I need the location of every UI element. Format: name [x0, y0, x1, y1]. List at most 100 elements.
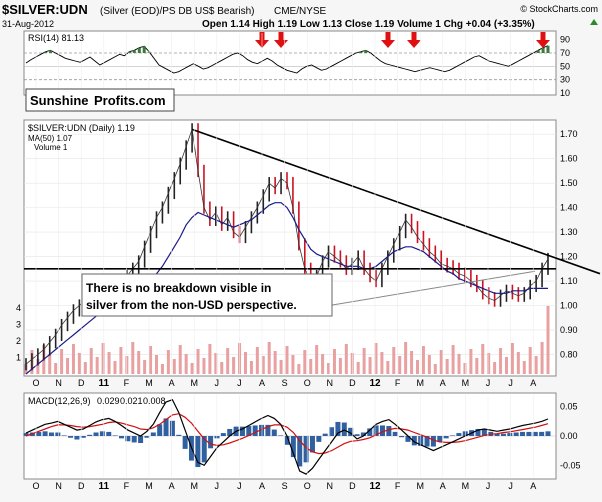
volume-tick-label: 2 [16, 336, 21, 346]
volume-bar [504, 357, 508, 374]
macd-histogram-bar [526, 431, 532, 436]
volume-bar [54, 363, 58, 374]
volume-bar [338, 358, 342, 374]
macd-histogram-bar [201, 436, 207, 463]
volume-bar [540, 342, 544, 374]
logo-part1: Sunshine [30, 93, 89, 108]
macd-histogram-bar [195, 436, 201, 468]
volume-bar [172, 359, 176, 374]
macd-histogram-bar [208, 436, 214, 449]
macd-histogram-bar [392, 431, 398, 436]
macd-histogram-bar [239, 426, 245, 436]
macd-histogram-bar [456, 433, 462, 436]
macd-histogram-bar [360, 432, 366, 436]
macd-histogram-bar [55, 432, 61, 436]
price-tick-label: 1.10 [560, 276, 578, 286]
volume-tick-label: 1 [16, 353, 21, 363]
macd-histogram-bar [278, 435, 284, 436]
price-tick-label: 1.40 [560, 203, 578, 213]
macd-histogram-bar [303, 436, 309, 463]
macd-histogram-bar [182, 436, 188, 449]
month-tick-label: M [462, 481, 470, 491]
volume-bar [279, 360, 283, 374]
month-tick-label: A [169, 378, 175, 388]
macd-histogram-bar [494, 433, 500, 436]
volume-bar [267, 342, 271, 374]
chart-exchange: CME/NYSE [274, 6, 327, 17]
volume-bar [155, 355, 158, 374]
month-tick-label: J [237, 481, 242, 491]
volume-bar [315, 345, 319, 374]
volume-bar [113, 361, 117, 374]
macd-histogram-bar [424, 436, 430, 447]
month-tick-label: F [124, 378, 130, 388]
macd-histogram-bar [227, 428, 233, 436]
volume-bar [439, 350, 443, 374]
macd-histogram-bar [532, 431, 538, 436]
rsi-tick-label: 30 [560, 75, 570, 85]
volume-bar [327, 363, 331, 374]
month-tick-label: F [395, 481, 401, 491]
month-tick-label: M [416, 481, 424, 491]
macd-histogram-bar [513, 432, 519, 436]
macd-histogram-bar [23, 433, 29, 436]
month-tick-label: O [304, 481, 311, 491]
volume-bar [36, 359, 40, 374]
rsi-tick-label: 90 [560, 35, 570, 45]
month-tick-label: D [349, 481, 356, 491]
month-tick-label: N [327, 378, 334, 388]
macd-histogram-bar [138, 436, 144, 444]
macd-histogram-bar [157, 424, 163, 436]
month-tick-label: J [486, 378, 491, 388]
macd-histogram-bar [341, 422, 347, 436]
month-tick-label: 11 [99, 378, 110, 389]
macd-histogram-bar [99, 431, 105, 436]
macd-histogram-bar [430, 436, 436, 447]
volume-bar [528, 347, 532, 374]
macd-legend: MACD(12,26,9) [28, 396, 91, 406]
month-tick-label: M [190, 481, 198, 491]
macd-histogram-bar [539, 431, 545, 436]
volume-bar [125, 356, 129, 374]
volume-bar [184, 354, 188, 374]
volume-bar [232, 357, 236, 374]
macd-histogram-bar [309, 436, 315, 453]
volume-bar [143, 360, 147, 374]
chart-symbol: $SILVER:UDN [2, 2, 88, 17]
volume-bar [321, 354, 325, 374]
volume-bar [368, 357, 372, 374]
annotation-box: There is no breakdown visible in silver … [81, 273, 333, 317]
macd-histogram-bar [150, 432, 156, 436]
macd-histogram-bar [87, 434, 93, 436]
volume-bar [95, 357, 99, 374]
volume-bar [510, 343, 514, 374]
volume-bar [522, 361, 526, 374]
macd-histogram-bar [80, 436, 86, 438]
macd-histogram-bar [163, 418, 169, 436]
macd-histogram-bar [373, 425, 379, 436]
month-tick-label: A [259, 378, 265, 388]
macd-histogram-bar [176, 434, 182, 436]
rsi-legend: RSI(14) 81.13 [28, 33, 84, 43]
volume-bar [119, 347, 123, 374]
macd-histogram-bar [271, 429, 277, 436]
volume-bar [214, 353, 218, 374]
macd-histogram-bar [367, 428, 373, 436]
volume-bar [362, 348, 366, 374]
macd-histogram-bar [411, 436, 417, 446]
macd-histogram-bar [144, 436, 150, 438]
macd-histogram-bar [437, 436, 443, 442]
volume-bar [344, 344, 348, 374]
price-tick-label: 1.00 [560, 300, 578, 310]
month-tick-label: J [237, 378, 242, 388]
volume-bar [475, 358, 479, 374]
macd-histogram-bar [118, 436, 124, 439]
signal-value: 0.021 [120, 396, 143, 406]
price-panel [23, 119, 557, 377]
rising-support-line [299, 270, 536, 311]
macd-histogram-bar [265, 424, 271, 436]
price-tick-label: 1.20 [560, 252, 578, 262]
month-tick-label: 12 [369, 378, 381, 389]
volume-bar [220, 362, 224, 374]
